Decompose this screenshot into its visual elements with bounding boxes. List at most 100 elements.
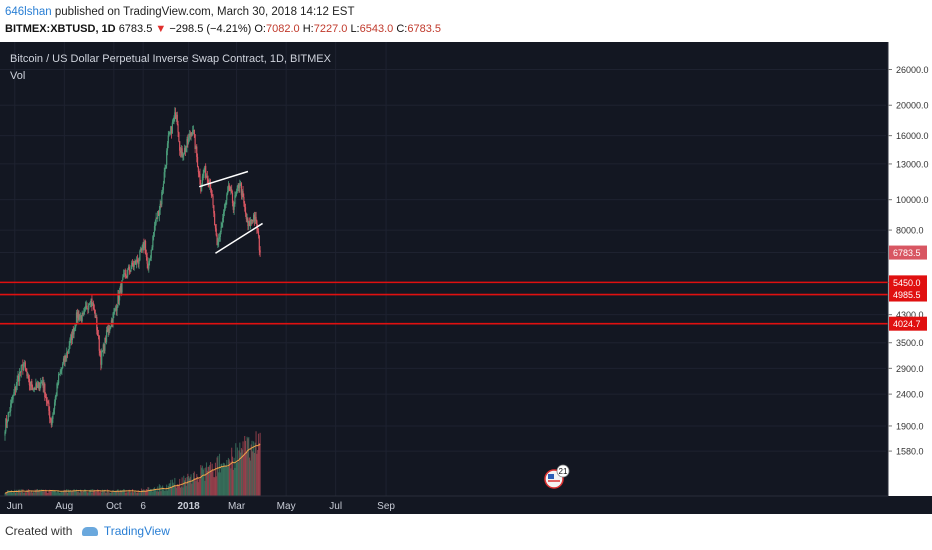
candle-body [137, 262, 139, 264]
candle-body [61, 368, 63, 371]
volume-bar [66, 489, 68, 496]
candle-body [26, 371, 28, 376]
candle-body [144, 240, 146, 249]
volume-bar [125, 490, 127, 496]
low-label: L: [350, 23, 360, 35]
candle-body [200, 184, 202, 192]
volume-bar [71, 490, 73, 496]
volume-bar [106, 492, 108, 496]
candle-body [14, 387, 16, 393]
volume-bar [227, 457, 229, 496]
volume-bar [154, 489, 156, 496]
candle-body [195, 146, 197, 150]
volume-bar [37, 491, 39, 496]
volume-bar [133, 491, 135, 496]
volume-bar [171, 487, 173, 496]
volume-bar [101, 492, 103, 496]
candle-body [183, 153, 185, 156]
candle-body [74, 327, 76, 329]
volume-bar [4, 492, 6, 496]
candle-body [65, 355, 67, 359]
candle-body [52, 413, 54, 419]
volume-bar [162, 485, 164, 496]
volume-bar [127, 491, 130, 496]
candle-body [173, 117, 175, 122]
volume-bar [97, 490, 99, 496]
candle-body [71, 329, 74, 341]
volume-bar [29, 492, 31, 496]
price-axis-label: 4300.0 [896, 310, 924, 320]
candle-body [82, 312, 84, 314]
event-badge[interactable]: 21 [544, 464, 570, 489]
volume-bar [25, 492, 27, 496]
candle-body [168, 132, 170, 136]
candle-body [122, 277, 124, 281]
volume-bar [203, 468, 205, 496]
open-value: 7082.0 [266, 23, 300, 35]
volume-bar [230, 468, 232, 496]
candle-body [149, 260, 151, 262]
tradingview-link[interactable]: TradingView [103, 524, 170, 538]
candle-body [248, 221, 250, 227]
candle-body [206, 175, 208, 179]
author-link[interactable]: 646lshan [5, 6, 52, 18]
volume-bar [252, 451, 254, 496]
candle-body [46, 401, 48, 403]
candle-body [205, 165, 207, 178]
candle-body [237, 184, 239, 186]
price-axis-panel[interactable] [888, 42, 932, 496]
candle-body [4, 431, 6, 436]
candle-body [240, 183, 242, 185]
candle-body [20, 365, 22, 373]
candle-body [196, 146, 198, 157]
candle-body [258, 235, 260, 251]
volume-bar [33, 492, 35, 496]
support-price-label-bg [889, 287, 927, 302]
volume-bar [218, 453, 221, 496]
volume-bar [97, 489, 99, 496]
candle-body [212, 195, 214, 206]
candle-body [27, 375, 30, 379]
time-axis-panel[interactable] [0, 496, 888, 514]
volume-bar [79, 492, 81, 496]
candle-body [193, 130, 195, 135]
candle-body [198, 172, 200, 174]
volume-bar [111, 492, 113, 496]
volume-bar [10, 490, 12, 496]
price-chart[interactable]: 1580.0 1900.0 2400.0 2900.0 3500.0 4300.0 5450… [0, 42, 932, 514]
channel-trendline [215, 222, 263, 254]
volume-bar [87, 492, 89, 496]
volume-bar [145, 489, 147, 496]
volume-bar [69, 489, 71, 496]
volume-bar [151, 489, 153, 496]
volume-bar [216, 457, 218, 496]
volume-bar [160, 491, 162, 496]
volume-bar [225, 464, 227, 496]
volume-bar [126, 492, 128, 496]
candle-body [76, 312, 78, 318]
candle-body [145, 253, 147, 258]
candle-body [205, 175, 208, 178]
candle-body [125, 273, 127, 277]
volume-bar [199, 479, 201, 496]
candle-body [178, 132, 180, 142]
candle-body [202, 173, 204, 177]
candle-body [157, 211, 159, 219]
volume-bar [164, 489, 166, 496]
high-value: 7227.0 [313, 23, 348, 35]
volume-bar [166, 490, 169, 496]
volume-bar [54, 490, 56, 496]
volume-bar [168, 483, 170, 496]
last-price-label-bg [889, 245, 927, 260]
candle-body [190, 133, 192, 136]
volume-bar [237, 462, 239, 496]
volume-bar [93, 489, 95, 496]
support-price-label: 4024.7 [893, 319, 921, 329]
volume-bar [214, 477, 216, 496]
last-price: 6783.5 [118, 23, 153, 35]
candle-body [245, 213, 247, 219]
candle-body [219, 232, 221, 238]
volume-bar [110, 492, 112, 496]
chart-area[interactable]: 1580.0 1900.0 2400.0 2900.0 3500.0 4300.0 5450… [0, 42, 932, 514]
volume-bar [218, 472, 220, 496]
